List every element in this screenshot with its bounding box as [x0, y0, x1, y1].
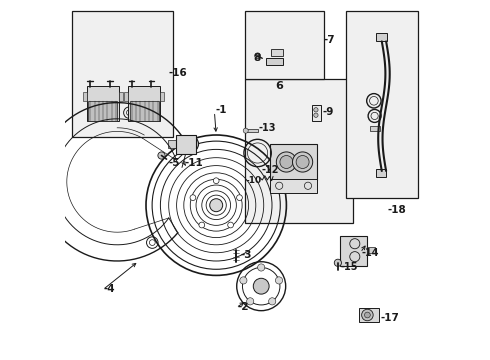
Text: -3: -3: [241, 249, 252, 260]
Bar: [376, 169, 387, 177]
Circle shape: [210, 199, 222, 212]
Circle shape: [246, 298, 254, 305]
Bar: [270, 179, 317, 193]
Circle shape: [362, 309, 373, 321]
Text: -17: -17: [380, 312, 399, 323]
Bar: [368, 247, 374, 253]
Circle shape: [296, 156, 309, 168]
Text: 8: 8: [253, 53, 260, 63]
Circle shape: [158, 152, 165, 159]
Text: -11: -11: [185, 158, 204, 168]
Text: -4: -4: [104, 284, 116, 294]
Text: -7: -7: [323, 35, 335, 45]
Circle shape: [293, 152, 313, 172]
Text: -18: -18: [388, 204, 406, 215]
Text: -5: -5: [169, 158, 180, 168]
Bar: [346, 11, 418, 198]
Bar: [124, 92, 128, 101]
Text: -13: -13: [259, 123, 276, 133]
Circle shape: [275, 277, 283, 284]
Text: -14: -14: [361, 248, 379, 258]
Circle shape: [213, 178, 219, 184]
Bar: [72, 11, 173, 137]
Text: -10: -10: [245, 176, 261, 185]
Text: -9: -9: [322, 107, 333, 117]
Bar: [266, 58, 283, 65]
Circle shape: [314, 113, 318, 117]
Circle shape: [186, 140, 195, 148]
Bar: [128, 86, 160, 121]
Text: -16: -16: [169, 68, 188, 78]
Bar: [168, 140, 175, 148]
Bar: [341, 236, 368, 266]
Circle shape: [228, 222, 233, 228]
Circle shape: [365, 312, 370, 318]
Bar: [270, 144, 317, 180]
Circle shape: [334, 259, 342, 266]
Text: 6: 6: [275, 81, 284, 91]
Bar: [376, 33, 387, 41]
Circle shape: [280, 156, 293, 168]
Circle shape: [258, 264, 265, 271]
Bar: [245, 79, 353, 223]
Circle shape: [183, 136, 198, 152]
Circle shape: [276, 152, 296, 172]
Circle shape: [255, 53, 261, 59]
Bar: [247, 129, 258, 132]
Bar: [130, 101, 159, 121]
Text: -12: -12: [261, 165, 279, 175]
Bar: [160, 92, 164, 101]
Circle shape: [237, 195, 243, 201]
Circle shape: [190, 195, 196, 201]
Bar: [312, 105, 320, 121]
Bar: [245, 11, 324, 79]
Bar: [88, 101, 117, 121]
Circle shape: [253, 278, 269, 294]
Text: -1: -1: [216, 105, 227, 115]
Circle shape: [243, 128, 248, 133]
Circle shape: [269, 298, 276, 305]
Bar: [271, 49, 283, 56]
Bar: [119, 92, 122, 101]
Circle shape: [314, 108, 318, 112]
Bar: [87, 86, 119, 121]
Bar: [83, 92, 87, 101]
Bar: [359, 308, 379, 322]
Text: -15: -15: [340, 262, 358, 272]
Bar: [370, 126, 380, 131]
Bar: [175, 135, 196, 154]
Text: -2: -2: [237, 302, 248, 312]
Circle shape: [199, 222, 205, 228]
Circle shape: [240, 277, 247, 284]
